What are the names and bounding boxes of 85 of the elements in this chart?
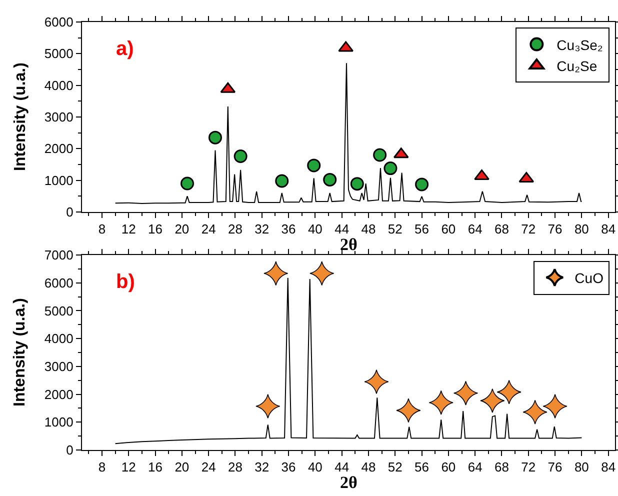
point (323, 172, 337, 186)
point (208, 130, 222, 144)
x-tick-label: 24 (201, 222, 216, 237)
y-tick-label: 0 (66, 442, 74, 458)
x-axis-title: 2θ (340, 235, 358, 254)
y-tick-label: 5000 (44, 303, 74, 318)
x-tick-label: 56 (414, 222, 430, 237)
y-tick-label: 1000 (44, 414, 74, 430)
y-tick-label: 4000 (44, 331, 74, 346)
x-tick-label: 52 (388, 460, 402, 475)
point (428, 390, 454, 415)
point (264, 261, 288, 286)
point (275, 174, 289, 188)
x-tick-label: 44 (334, 222, 350, 237)
point (542, 394, 568, 419)
x-tick-label: 72 (521, 460, 536, 475)
x-tick-label: 24 (201, 460, 216, 475)
point (522, 400, 548, 424)
y-tick-label: 6000 (44, 14, 74, 30)
point (310, 261, 334, 286)
x-tick-label: 44 (334, 460, 350, 475)
x-tick-label: 40 (308, 460, 322, 475)
point (234, 150, 248, 164)
y-tick-label: 0 (66, 204, 74, 220)
x-tick-label: 68 (494, 460, 509, 475)
point (480, 388, 505, 413)
point (496, 380, 522, 404)
y-tick-label: 7000 (44, 248, 74, 263)
x-tick-label: 8 (98, 222, 106, 237)
point (180, 176, 194, 190)
point (350, 177, 364, 191)
x-tick-label: 16 (148, 460, 163, 475)
x-tick-label: 28 (228, 460, 242, 475)
x-tick-label: 60 (441, 222, 456, 237)
y-tick-label: 3000 (44, 358, 74, 374)
y-tick-label: 2000 (44, 386, 74, 402)
x-tick-label: 48 (361, 460, 376, 475)
point (307, 158, 321, 172)
x-tick-label: 12 (121, 460, 136, 475)
point (396, 398, 421, 423)
x-tick-label: 60 (441, 460, 456, 475)
y-tick-label: 5000 (44, 46, 74, 62)
x-tick-label: 52 (388, 222, 402, 237)
x-tick-label: 12 (121, 222, 136, 237)
y-tick-label: 4000 (44, 78, 74, 93)
legend-label: Cu₃Se₂ (556, 36, 603, 53)
point (415, 178, 429, 192)
x-tick-label: 84 (601, 460, 616, 475)
x-tick-label: 68 (494, 222, 509, 237)
x-tick-label: 32 (254, 222, 270, 237)
x-tick-label: 20 (174, 460, 190, 475)
x-tick-label: 76 (548, 222, 562, 237)
y-axis-title: Intensity (u.a.) (12, 62, 29, 171)
x-tick-label: 8 (98, 460, 106, 475)
x-axis-title: 2θ (340, 473, 358, 492)
x-tick-label: 36 (281, 222, 296, 237)
x-tick-label: 20 (174, 222, 190, 237)
point (453, 380, 478, 406)
y-axis-title: Intensity (u.a.) (12, 298, 28, 406)
x-tick-label: 80 (574, 222, 589, 237)
x-tick-label: 64 (468, 460, 482, 475)
y-tick-label: 2000 (44, 141, 74, 156)
x-tick-label: 48 (361, 222, 376, 237)
x-tick-label: 32 (254, 460, 270, 475)
x-tick-label: 36 (281, 460, 296, 475)
y-tick-label: 6000 (44, 275, 74, 290)
y-tick-label: 3000 (44, 110, 74, 125)
legend-label: Cu₂Se (556, 58, 598, 74)
point (384, 162, 398, 176)
text: b) (116, 271, 135, 293)
x-tick-label: 72 (521, 222, 536, 237)
legend-label: CuO (574, 270, 604, 286)
x-tick-label: 56 (414, 460, 430, 475)
y-tick-label: 1000 (44, 172, 74, 188)
point (364, 369, 389, 394)
x-tick-label: 84 (601, 222, 616, 237)
text: a) (116, 38, 134, 60)
point (373, 148, 387, 162)
x-tick-label: 28 (228, 222, 242, 237)
x-tick-label: 76 (548, 460, 562, 475)
x-tick-label: 80 (574, 460, 589, 475)
point (256, 394, 280, 419)
x-tick-label: 40 (308, 222, 322, 237)
x-tick-label: 64 (468, 222, 482, 237)
x-tick-label: 16 (148, 222, 163, 237)
